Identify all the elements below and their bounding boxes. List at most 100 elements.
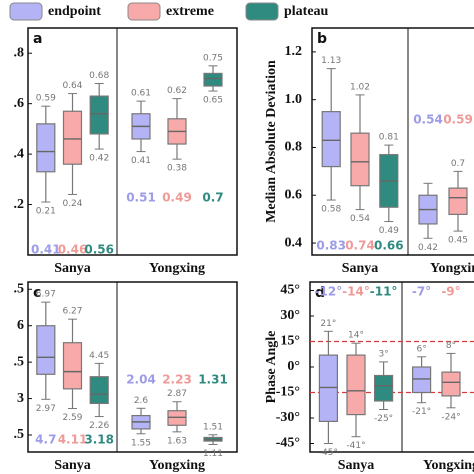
x-tick-label: Sanya <box>54 261 91 276</box>
y-tick-label: .5 <box>14 354 25 369</box>
y-tick-label: 1.0 <box>285 92 303 107</box>
legend-swatch <box>245 2 279 21</box>
box <box>89 376 109 405</box>
y-tick-label: 15° <box>280 334 300 349</box>
y-tick-label: 1.2 <box>285 44 303 59</box>
median-label: 0.54 <box>413 113 443 127</box>
high-label: 3° <box>378 349 388 359</box>
high-label: 0.68 <box>89 71 109 81</box>
median-label: -14° <box>342 285 370 299</box>
low-label: -25° <box>374 414 393 424</box>
y-tick-label: -45° <box>276 436 300 451</box>
median-label: 2.23 <box>162 373 192 387</box>
high-label: 0.62 <box>167 86 187 96</box>
panel-label: b <box>317 31 327 47</box>
median-label: 0.49 <box>162 191 192 205</box>
low-label: -21° <box>412 407 431 417</box>
x-tick-label: Yongxing <box>149 261 205 276</box>
high-label: 6° <box>416 344 426 354</box>
median-label: 0.66 <box>374 239 404 253</box>
y-tick-label: 30° <box>280 308 300 323</box>
median-label: 0.41 <box>31 243 61 257</box>
y-tick-label: .5 <box>14 427 25 442</box>
y-tick-label: -30° <box>276 410 300 425</box>
box <box>346 354 366 416</box>
high-label: 1.02 <box>350 82 370 92</box>
high-label: 0.61 <box>131 89 151 99</box>
y-tick-label: 6 <box>17 318 24 333</box>
legend-swatch <box>127 2 161 21</box>
x-tick-label: Yongxing <box>149 458 205 473</box>
x-tick-label: Yongxing <box>423 458 474 473</box>
low-label: -41° <box>346 441 365 451</box>
box <box>412 366 432 394</box>
y-tick-label: 0.4 <box>285 235 303 250</box>
panel-label: c <box>33 285 41 301</box>
y-tick-label: .2 <box>14 197 25 212</box>
box <box>374 374 394 402</box>
legend-label: extreme <box>166 4 214 19</box>
median-label: 0.56 <box>84 243 114 257</box>
y-tick-label: .5 <box>14 282 25 297</box>
low-label: 0.24 <box>62 199 82 209</box>
low-label: 2.26 <box>89 421 109 431</box>
median-label: 0.51 <box>126 191 156 205</box>
low-label: 0.58 <box>321 205 341 215</box>
box <box>36 325 56 375</box>
low-label: 0.41 <box>131 156 151 166</box>
median-label: 3.18 <box>84 433 114 447</box>
legend-label: plateau <box>284 4 329 19</box>
y-tick-label: .8 <box>14 45 25 60</box>
high-label: 21° <box>320 319 336 329</box>
high-label: 8° <box>446 341 456 351</box>
x-tick-label: Yongxing <box>430 261 474 276</box>
box <box>62 342 83 390</box>
high-label: 0.75 <box>203 53 223 63</box>
low-label: 0.49 <box>379 226 399 236</box>
high-label: 2.6 <box>134 396 149 406</box>
median-label: -7° <box>412 285 431 299</box>
median-label: 0.46 <box>58 243 88 257</box>
high-label: 14° <box>348 331 364 341</box>
y-axis-title: Median Absolute Deviation <box>264 60 279 223</box>
legend-label: endpoint <box>48 4 101 19</box>
box <box>441 371 461 397</box>
low-label: 0.54 <box>350 214 370 224</box>
median-label: 1.31 <box>198 373 228 387</box>
x-tick-label: Sanya <box>342 261 379 276</box>
y-tick-label: 45° <box>280 283 300 298</box>
box <box>350 132 370 187</box>
median-label: 4.7 <box>35 433 56 447</box>
low-label: 1.55 <box>131 438 151 448</box>
x-tick-label: Sanya <box>54 458 91 473</box>
high-label: 6.97 <box>36 290 56 300</box>
x-tick-label: Sanya <box>338 458 375 473</box>
box <box>62 110 83 165</box>
low-label: 1.63 <box>167 436 187 446</box>
high-label: 6.27 <box>62 307 82 317</box>
high-label: 1.13 <box>321 56 341 66</box>
panel-frame <box>27 281 238 453</box>
box <box>203 72 223 87</box>
y-tick-label: 0.8 <box>285 140 303 155</box>
high-label: 0.59 <box>36 94 56 104</box>
low-label: -45° <box>319 448 338 458</box>
low-label: 0.42 <box>418 243 438 253</box>
panel-label: a <box>33 31 42 47</box>
median-label: 0.74 <box>345 239 375 253</box>
median-label: 4.11 <box>58 433 88 447</box>
median-label: 0.83 <box>316 239 346 253</box>
box <box>167 410 187 426</box>
low-label: 0.45 <box>448 236 468 246</box>
high-label: 0.7 <box>451 159 465 169</box>
high-label: 2.87 <box>167 389 187 399</box>
box <box>321 111 341 168</box>
y-tick-label: 0.6 <box>285 187 303 202</box>
low-label: 1.11 <box>203 449 223 459</box>
high-label: 0.64 <box>62 81 82 91</box>
high-label: 1.51 <box>203 422 223 432</box>
box <box>36 123 56 173</box>
median-label: 2.04 <box>126 373 156 387</box>
high-label: 4.45 <box>89 351 109 361</box>
